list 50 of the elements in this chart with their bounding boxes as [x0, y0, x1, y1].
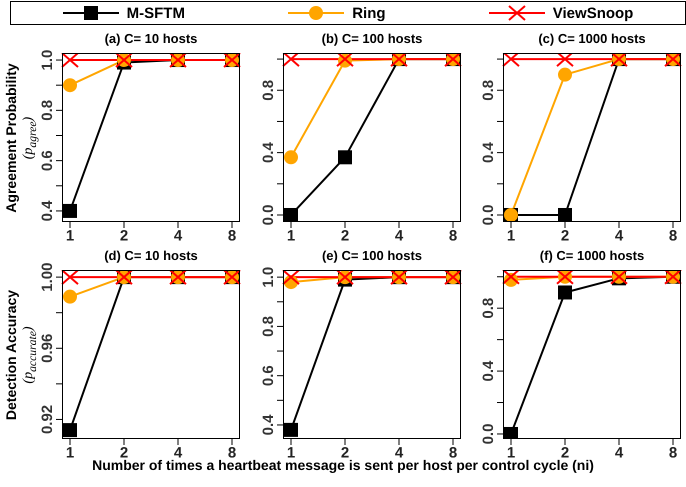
y-tick-label: 0.4 — [480, 360, 497, 382]
x-tick-label: 8 — [668, 444, 678, 462]
y-tick-label: 1.0 — [39, 50, 56, 70]
y-tick-label: 0.6 — [39, 150, 56, 172]
x-tick-label: 2 — [340, 228, 350, 245]
chart-title: (c) C= 1000 hosts — [537, 31, 647, 46]
y-tick-label: 0.0 — [480, 424, 497, 444]
y-tick-label: 0.0 — [260, 204, 277, 226]
x-tick-label: 8 — [448, 228, 458, 245]
chart-title: (a) C= 10 hosts — [104, 31, 198, 46]
x-tick-label: 4 — [614, 228, 624, 245]
y-tick-label: 0.4 — [260, 142, 277, 164]
point — [63, 290, 77, 304]
x-tick-label: 8 — [668, 228, 678, 245]
y-tick-label: 0.0 — [480, 204, 497, 226]
chart-title: (d) C= 10 hosts — [103, 248, 199, 263]
point — [558, 285, 572, 300]
x-tick-label: 8 — [228, 228, 236, 245]
y-tick-label: 0.8 — [480, 298, 497, 319]
x-tick-label: 2 — [560, 228, 570, 245]
x-tick-label: 4 — [614, 444, 624, 462]
chart-title: (e) C= 100 hosts — [320, 248, 424, 263]
x-tick-label: 1 — [506, 228, 516, 245]
y-tick-label: 0.8 — [480, 80, 497, 101]
y-tick-label: 1.0 — [260, 266, 277, 288]
y-tick-label: 1.00 — [39, 262, 56, 292]
point — [63, 78, 77, 92]
point — [504, 426, 518, 439]
y-tick-label: 0.8 — [260, 316, 277, 337]
y-tick-label: 0.4 — [39, 200, 56, 222]
y-tick-label: 0.8 — [39, 100, 56, 121]
y-tick-label: 0.8 — [260, 80, 277, 101]
x-tick-label: 1 — [66, 444, 74, 462]
x-tick-label: 1 — [286, 228, 296, 245]
x-tick-label: 1 — [66, 228, 74, 245]
y-tick-label: 0.92 — [39, 404, 56, 434]
legend-label: M-SFTM — [126, 4, 185, 22]
x-tick-label: 4 — [174, 228, 183, 245]
chart-title: (f) C= 1000 hosts — [538, 248, 646, 263]
point — [558, 68, 572, 82]
legend-label: ViewSnoop — [552, 4, 634, 22]
y-tick-label: 0.4 — [480, 142, 497, 164]
y-tick-label: 0.4 — [260, 414, 277, 436]
y-tick-label: 0.96 — [39, 334, 56, 363]
x-tick-label: 4 — [394, 228, 404, 245]
legend-label: Ring — [352, 4, 386, 22]
y-tick-label: 0.6 — [260, 365, 277, 386]
chart-title: (b) C= 100 hosts — [320, 31, 424, 46]
point — [284, 150, 298, 164]
x-tick-label: 2 — [120, 228, 128, 245]
